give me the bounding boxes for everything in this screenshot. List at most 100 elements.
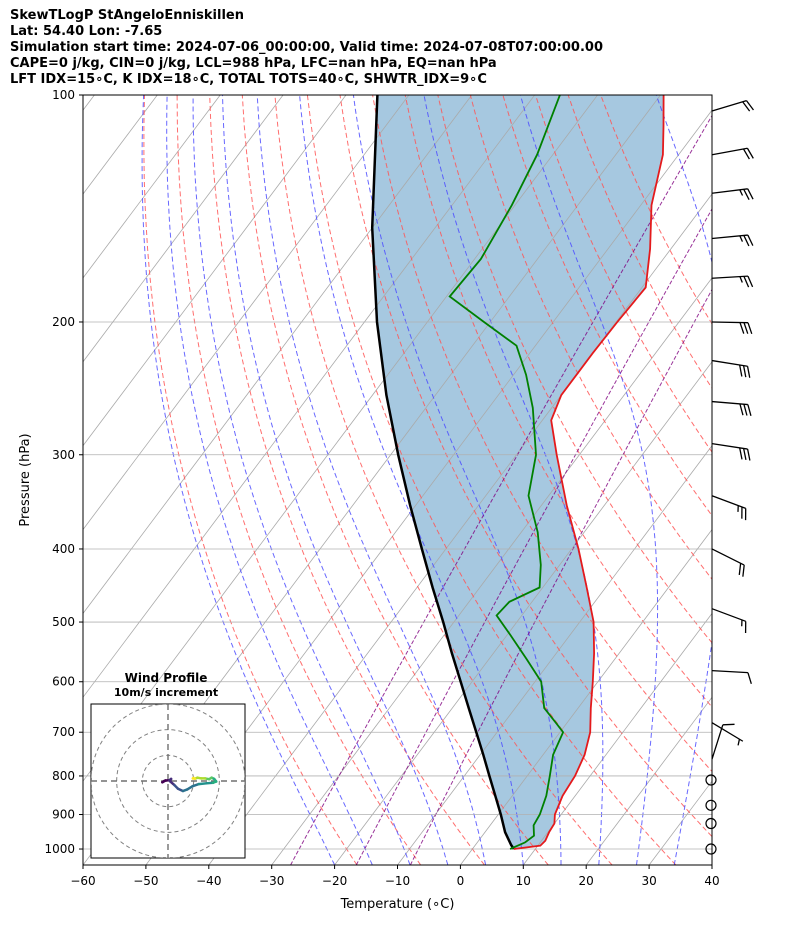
wind-barb <box>711 608 747 634</box>
x-tick-label: −60 <box>70 874 95 888</box>
moist-adiabat-line <box>141 95 336 865</box>
chart-header: SkewTLogP StAngeloEnniskillen Lat: 54.40… <box>10 8 603 88</box>
isotherm-line <box>83 95 284 363</box>
x-tick-label: −20 <box>322 874 347 888</box>
barb-flag <box>739 447 743 460</box>
hodograph-segment <box>197 782 208 786</box>
dry-adiabat-line <box>241 95 549 865</box>
wind-barb <box>711 275 754 288</box>
y-tick-label: 200 <box>52 315 75 329</box>
x-tick-label: −30 <box>259 874 284 888</box>
dry-adiabat-line <box>535 95 712 453</box>
moist-adiabat-line <box>222 95 449 865</box>
y-tick-label: 1000 <box>44 842 75 856</box>
x-tick-label: −50 <box>133 874 158 888</box>
location-line: Lat: 54.40 Lon: -7.65 <box>10 24 163 39</box>
wind-barb <box>711 321 753 334</box>
x-axis-ticks: −60 −50 −40 −30 −20 −10 0 10 20 30 40 <box>70 865 720 888</box>
x-tick-label: −40 <box>196 874 221 888</box>
moist-adiabat-line <box>711 862 712 865</box>
barb-flag <box>747 188 754 200</box>
barb-flag <box>743 404 748 416</box>
y-tick-label: 900 <box>52 808 75 822</box>
wind-barb <box>705 774 717 786</box>
wind-barb <box>711 188 754 201</box>
y-tick-label: 300 <box>52 448 75 462</box>
wind-barb <box>705 843 717 855</box>
barb-flag <box>746 366 751 378</box>
dewpoint-profile-line <box>448 95 565 850</box>
cape-area <box>372 95 664 849</box>
dry-adiabat-line <box>306 95 677 865</box>
isotherm-line <box>711 864 712 865</box>
barb-staff <box>711 495 746 509</box>
barb-flag <box>742 365 747 378</box>
barb-half-flag <box>739 189 744 196</box>
barb-half-flag <box>739 276 743 283</box>
wind-barb <box>705 799 717 811</box>
wind-barb <box>711 443 751 461</box>
x-tick-label: 40 <box>704 874 719 888</box>
isotherm-line <box>648 780 712 865</box>
calm-wind-circle <box>705 843 717 855</box>
barb-flag <box>743 235 750 247</box>
mixing-ratio-line <box>409 288 712 865</box>
cape-line: CAPE=0 j/kg, CIN=0 j/kg, LCL=988 hPa, LF… <box>10 56 497 71</box>
chart-title: SkewTLogP StAngeloEnniskillen <box>10 8 244 23</box>
isotherm-line <box>83 95 221 279</box>
barb-flag <box>743 189 750 201</box>
wind-barb <box>711 234 754 247</box>
moist-adiabat-line <box>299 95 524 865</box>
barb-staff <box>711 548 745 566</box>
wind-barb <box>711 100 754 112</box>
wind-barb <box>711 722 744 746</box>
mixing-ratio-line <box>355 207 712 865</box>
calm-wind-circle <box>705 774 717 786</box>
isotherm-line <box>83 95 95 111</box>
dry-adiabat-line <box>339 95 712 838</box>
isotherm-line <box>334 361 712 865</box>
wind-barb <box>711 548 745 577</box>
barb-flag <box>743 322 749 334</box>
isotherm-line <box>522 612 712 865</box>
barb-staff <box>711 359 748 367</box>
profile-layer <box>370 95 665 850</box>
wind-barb <box>711 400 752 417</box>
calm-wind-circle <box>705 799 717 811</box>
barb-staff <box>711 722 744 742</box>
dry-adiabat-layer <box>143 95 712 865</box>
barb-staff <box>711 100 747 112</box>
barb-flag <box>742 101 751 112</box>
barb-staff <box>711 608 746 622</box>
dry-adiabat-line <box>209 95 485 865</box>
wind-barb-layer <box>705 100 754 855</box>
temperature-profile-line <box>513 95 665 850</box>
isotherm-line <box>460 528 712 865</box>
moist-adiabat-line <box>166 95 373 865</box>
barb-flag <box>747 275 754 288</box>
barb-flag <box>745 100 754 111</box>
cape-fill-layer <box>372 95 664 849</box>
index-line: LFT IDX=15∘C, K IDX=18∘C, TOTAL TOTS=40∘… <box>10 72 487 87</box>
parcel-profile-line <box>370 95 515 850</box>
x-tick-label: 0 <box>457 874 465 888</box>
isotherm-line <box>83 95 410 531</box>
barb-flag <box>739 364 743 377</box>
wind-barb <box>711 723 735 760</box>
barb-flag <box>742 148 750 160</box>
dry-adiabat-line <box>143 95 358 865</box>
barb-flag <box>746 448 751 461</box>
barb-staff <box>711 234 748 240</box>
dry-adiabat-line <box>372 95 712 773</box>
barb-staff <box>711 321 749 324</box>
isotherm-line <box>208 193 712 865</box>
barb-flag <box>739 403 744 416</box>
wind-barb <box>705 817 717 830</box>
hodograph-segment <box>191 776 195 780</box>
moist-adiabat-line <box>256 95 487 865</box>
wind-barb <box>711 495 747 521</box>
wind-barb <box>711 147 754 160</box>
barb-flag <box>738 563 742 575</box>
moist-adiabat-line <box>352 95 562 865</box>
y-tick-label: 100 <box>52 88 75 102</box>
